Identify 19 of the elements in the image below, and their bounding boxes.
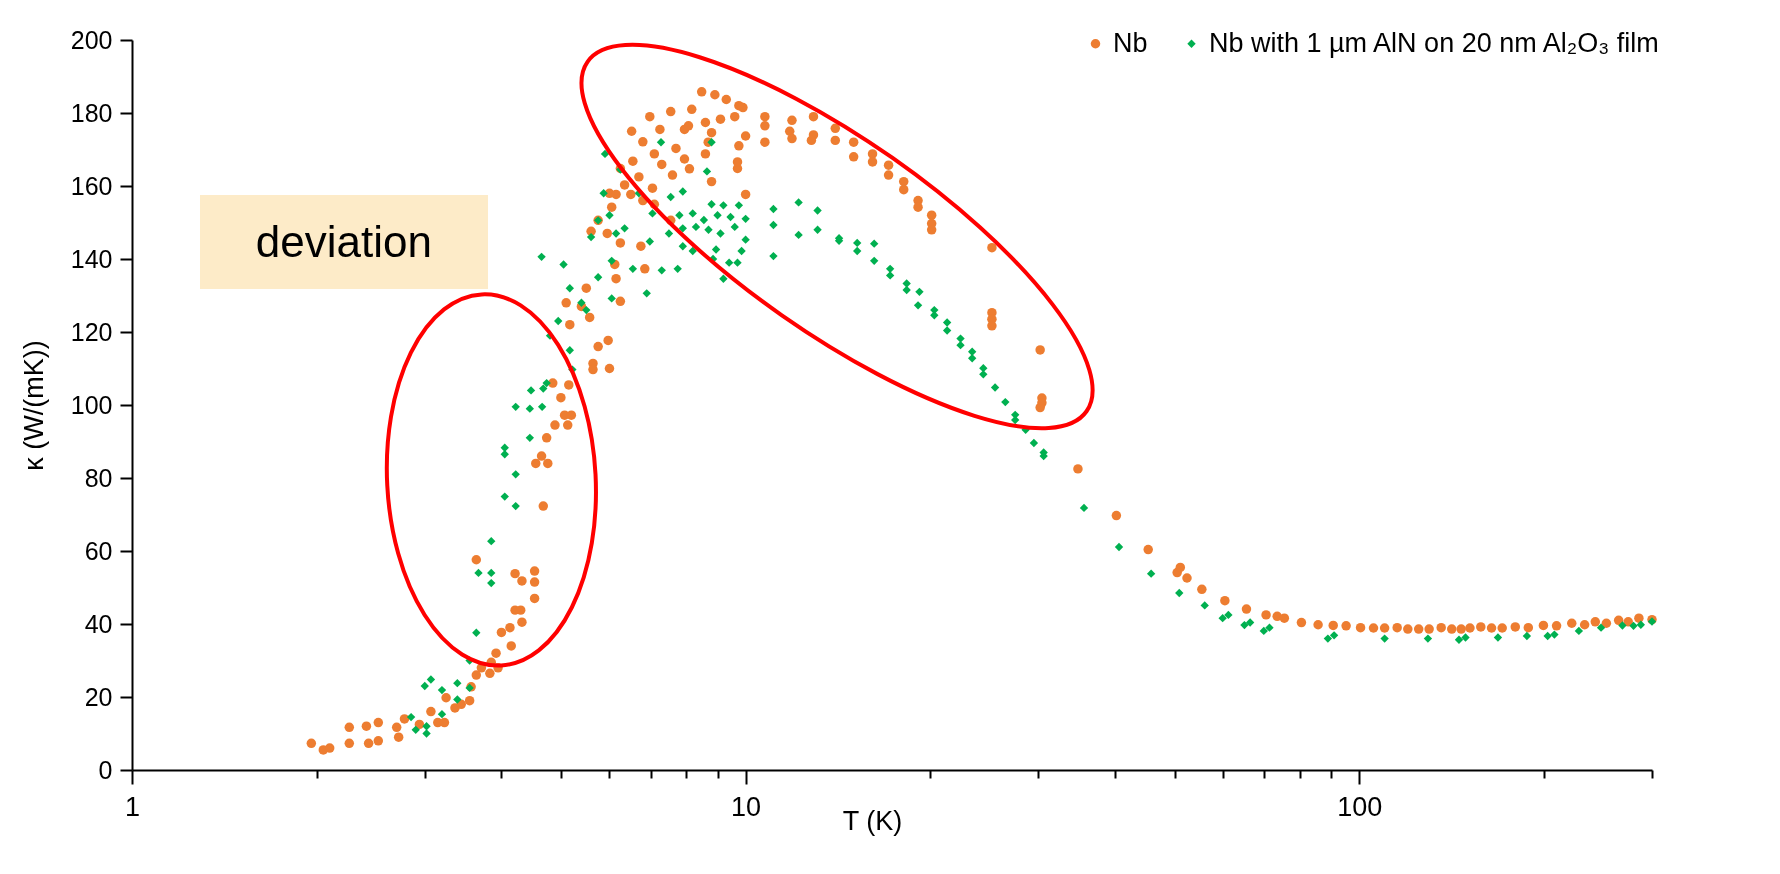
- y-tick-label: 120: [70, 317, 113, 346]
- y-tick-label: 160: [70, 171, 113, 200]
- y-tick-label: 80: [84, 463, 113, 492]
- y-tick-label: 20: [84, 682, 113, 711]
- y-tick-label: 180: [70, 98, 113, 127]
- annotation: deviation: [200, 194, 488, 289]
- legend-label: Nb with 1 µm AlN on 20 nm Al₂O₃ film: [1209, 27, 1659, 58]
- legend-label: Nb: [1113, 27, 1148, 58]
- x-tick-label: 100: [1337, 791, 1383, 822]
- x-tick-label: 1: [124, 791, 141, 822]
- y-tick-label: 40: [84, 609, 113, 638]
- y-tick-label: 140: [70, 244, 113, 273]
- y-tick-label: 0: [98, 755, 113, 784]
- y-axis-title: κ (W/(mK)): [18, 340, 49, 471]
- y-tick-label: 200: [70, 25, 113, 54]
- x-axis-title: T (K): [842, 805, 903, 836]
- x-tick-label: 10: [731, 791, 762, 822]
- y-tick-label: 100: [70, 390, 113, 419]
- y-tick-label: 60: [84, 536, 113, 565]
